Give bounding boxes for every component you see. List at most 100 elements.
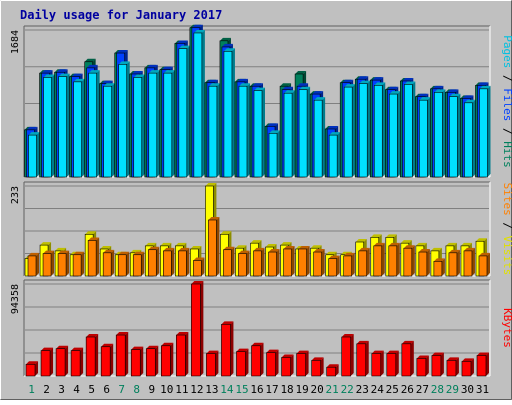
bar-side xyxy=(215,350,219,376)
bar-face xyxy=(55,348,66,377)
bar-top xyxy=(86,333,99,337)
bar-side xyxy=(66,73,70,177)
bar-top xyxy=(269,130,281,134)
bar-side xyxy=(201,29,205,178)
bar-pages-2 xyxy=(43,74,55,178)
bar-face xyxy=(191,283,201,377)
legend-part: Sites xyxy=(501,183,512,216)
bar-kbytes-3 xyxy=(55,345,69,377)
bar-pages-19 xyxy=(298,86,311,178)
x-tick-label: 30 xyxy=(461,383,474,396)
bar-top xyxy=(373,242,385,246)
bar-face xyxy=(130,349,141,377)
bar-pages-14 xyxy=(223,48,235,178)
bar-top xyxy=(43,250,55,254)
bar-top xyxy=(205,183,217,186)
bar-top xyxy=(238,250,250,254)
bar-face xyxy=(388,245,398,277)
bar-pages-12 xyxy=(193,29,205,178)
bar-sites-4 xyxy=(72,251,85,277)
bar-face xyxy=(341,336,351,377)
bar-kbytes-23 xyxy=(356,340,369,377)
bar-pages-23 xyxy=(358,80,371,178)
bar-face xyxy=(238,253,247,277)
bar-sites-2 xyxy=(42,250,55,277)
bar-side xyxy=(366,247,370,276)
bar-top xyxy=(163,247,175,251)
bar-top xyxy=(146,345,159,349)
bar-top xyxy=(385,234,397,238)
bar-top xyxy=(26,126,38,130)
bar-face xyxy=(283,92,293,178)
bar-side xyxy=(425,355,429,376)
bar-kbytes-18 xyxy=(281,354,294,377)
bar-top xyxy=(477,82,489,86)
bar-face xyxy=(163,250,172,277)
bar-top xyxy=(116,50,128,54)
bar-pages-15 xyxy=(238,83,250,178)
bar-face xyxy=(58,76,67,178)
legend-part: Visits xyxy=(501,236,512,276)
bar-face xyxy=(208,85,218,178)
x-tick-label: 23 xyxy=(356,383,369,396)
bar-top xyxy=(251,342,264,346)
bar-kbytes-16 xyxy=(251,342,264,377)
bar-kbytes-30 xyxy=(461,358,474,377)
bar-sites-28 xyxy=(433,258,445,277)
bar-face xyxy=(404,84,413,178)
bar-top xyxy=(26,361,39,365)
bar-face xyxy=(118,64,128,178)
bar-side xyxy=(471,247,475,276)
bar-face xyxy=(431,355,442,377)
bar-face xyxy=(40,350,51,377)
bar-face xyxy=(343,86,353,178)
bar-kbytes-29 xyxy=(446,357,459,377)
bar-kbytes-6 xyxy=(100,343,114,377)
bar-top xyxy=(206,79,218,83)
x-tick-label: 19 xyxy=(295,383,308,396)
bar-top xyxy=(193,29,205,33)
bar-face xyxy=(43,77,52,178)
bar-top xyxy=(101,343,114,347)
bar-face xyxy=(266,352,276,377)
bar-top xyxy=(161,342,174,346)
bar-side xyxy=(292,90,296,177)
x-tick-label: 26 xyxy=(401,383,414,396)
bar-side xyxy=(442,89,446,177)
bar-face xyxy=(419,99,428,178)
bar-side xyxy=(262,87,265,177)
bar-top xyxy=(326,364,339,368)
bar-kbytes-21 xyxy=(326,364,339,377)
x-tick-label: 25 xyxy=(386,383,399,396)
bar-side xyxy=(321,249,325,276)
bar-kbytes-26 xyxy=(401,340,414,377)
bar-face xyxy=(223,50,233,178)
bar-side xyxy=(125,332,129,376)
bar-top xyxy=(415,242,427,246)
bar-face xyxy=(102,252,112,277)
bar-side xyxy=(291,245,295,276)
x-tick-label: 29 xyxy=(446,383,459,396)
bar-face xyxy=(70,350,81,377)
bar-side xyxy=(36,132,40,177)
bar-face xyxy=(253,90,263,178)
bar-face xyxy=(446,360,457,377)
bar-kbytes-31 xyxy=(476,352,489,377)
bar-pages-8 xyxy=(133,74,145,178)
x-tick-label: 14 xyxy=(220,383,234,396)
bar-top xyxy=(88,70,100,74)
bar-top xyxy=(41,70,53,74)
bar-face xyxy=(253,250,262,277)
bar-sites-10 xyxy=(163,247,175,277)
bar-face xyxy=(356,343,367,377)
bar-kbytes-7 xyxy=(115,332,129,377)
bar-side xyxy=(245,348,249,376)
bar-side xyxy=(96,70,100,177)
bar-side xyxy=(50,347,54,376)
bar-top xyxy=(208,83,220,87)
bar-top xyxy=(280,242,292,246)
bar-side xyxy=(230,321,234,376)
bar-top xyxy=(356,340,369,344)
